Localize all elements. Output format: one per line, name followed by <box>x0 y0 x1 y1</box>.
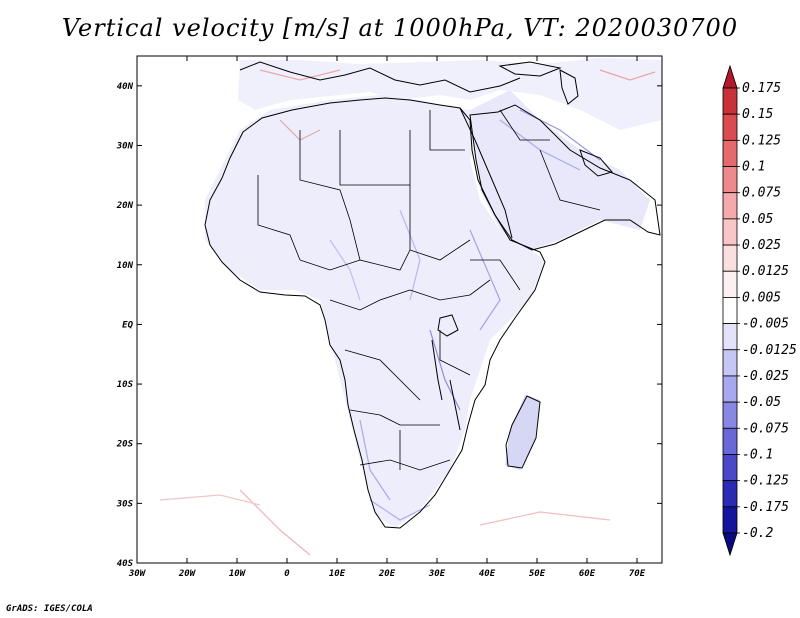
colorbar-swatch <box>722 427 738 455</box>
africa-landmass-shading <box>205 95 545 528</box>
lat-tick-label: 40S <box>117 559 134 569</box>
persian-gulf <box>579 149 613 177</box>
colorbar-label: -0.05 <box>742 395 781 410</box>
colorbar-label: -0.125 <box>742 474 789 489</box>
colorbar-label: -0.2 <box>742 526 773 541</box>
lat-tick-label: EQ <box>122 320 133 330</box>
lon-tick-label: 20E <box>378 569 396 579</box>
grads-credit: GrADS: IGES/COLA <box>6 604 93 614</box>
africa-coastline <box>204 97 546 529</box>
lake-victoria <box>437 314 459 337</box>
colorbar-label: -0.005 <box>742 317 789 332</box>
colorbar: 0.175 0.15 0.125 0.1 0.075 0.05 0.025 0.0125 0.0… <box>722 64 797 557</box>
colorbar-swatch <box>722 349 738 377</box>
country-borders <box>257 109 601 471</box>
arabia-shading <box>470 90 650 250</box>
colorbar-label: -0.175 <box>742 500 789 515</box>
colorbar-label: -0.1 <box>742 447 773 462</box>
lon-tick-label: 30E <box>428 569 446 579</box>
caspian-black-sea <box>498 61 579 105</box>
lat-tick-label: 10N <box>117 261 134 271</box>
lon-tick-label: 30W <box>128 569 147 579</box>
vertical-velocity-field <box>159 58 662 556</box>
lat-tick-label: 40N <box>117 82 134 92</box>
lake-tanganyika-malawi <box>431 339 461 431</box>
lat-tick-label: 30S <box>116 499 134 509</box>
lon-tick-label: 0 <box>284 569 290 579</box>
colorbar-swatch <box>722 375 738 403</box>
colorbar-swatch <box>722 297 738 324</box>
colorbar-label: -0.075 <box>742 421 789 436</box>
lat-tick-label: 20N <box>116 201 134 211</box>
colorbar-swatch <box>722 506 738 534</box>
lat-tick-label: 20S <box>116 440 134 450</box>
colorbar-label: 0.025 <box>742 238 781 253</box>
plot-frame <box>136 55 663 564</box>
europe-shading <box>238 58 662 130</box>
colorbar-swatch <box>722 323 738 351</box>
lon-tick-label: 50E <box>529 569 546 579</box>
madagascar-shading <box>505 395 540 470</box>
colorbar-label: 0.125 <box>742 133 781 148</box>
colorbar-swatch <box>722 87 738 115</box>
colorbar-top-arrow <box>722 64 738 89</box>
colorbar-swatch <box>722 454 738 482</box>
colorbar-label: 0.175 <box>742 81 781 96</box>
colorbar-bottom-arrow <box>722 532 738 557</box>
arabia-coastline <box>469 104 661 251</box>
colorbar-swatch <box>722 113 738 141</box>
lat-tick-label: 30N <box>116 141 134 151</box>
mediterranean-north-coast <box>239 61 521 93</box>
lon-tick-label: 40E <box>479 569 496 579</box>
colorbar-label: 0.15 <box>742 107 773 122</box>
chart-title: Vertical velocity [m/s] at 1000hPa, VT: … <box>61 14 739 42</box>
red-sea-gulf <box>459 107 513 239</box>
colorbar-swatch <box>722 218 738 246</box>
colorbar-label: 0.1 <box>742 160 765 175</box>
colorbar-label: 0.075 <box>742 186 781 201</box>
colorbar-swatch <box>722 192 738 220</box>
colorbar-label: -0.0125 <box>742 343 797 358</box>
madagascar-coastline <box>505 395 541 469</box>
colorbar-label: 0.0125 <box>742 264 789 279</box>
lon-tick-label: 10W <box>229 569 247 579</box>
longitude-axis: 30W 20W 10W 0 10E 20E 30E 40E 50E 60E 70E <box>128 56 646 579</box>
colorbar-swatch <box>722 270 738 298</box>
coastlines <box>204 61 661 529</box>
latitude-axis: 40S 30S 20S 10S EQ 10N 20N 30N 40N <box>116 82 662 569</box>
colorbar-swatch <box>722 139 738 167</box>
colorbar-swatch <box>722 401 738 429</box>
lon-tick-label: 10E <box>329 569 346 579</box>
colorbar-swatch <box>722 480 738 508</box>
colorbar-label: 0.005 <box>742 290 781 305</box>
lat-tick-label: 10S <box>117 380 134 390</box>
colorbar-label: -0.025 <box>742 369 789 384</box>
lon-tick-label: 20W <box>178 569 197 579</box>
colorbar-label: 0.05 <box>742 212 773 227</box>
colorbar-swatch <box>722 244 738 272</box>
colorbar-swatch <box>722 166 738 194</box>
lon-tick-label: 60E <box>579 569 596 579</box>
lon-tick-label: 70E <box>629 569 646 579</box>
